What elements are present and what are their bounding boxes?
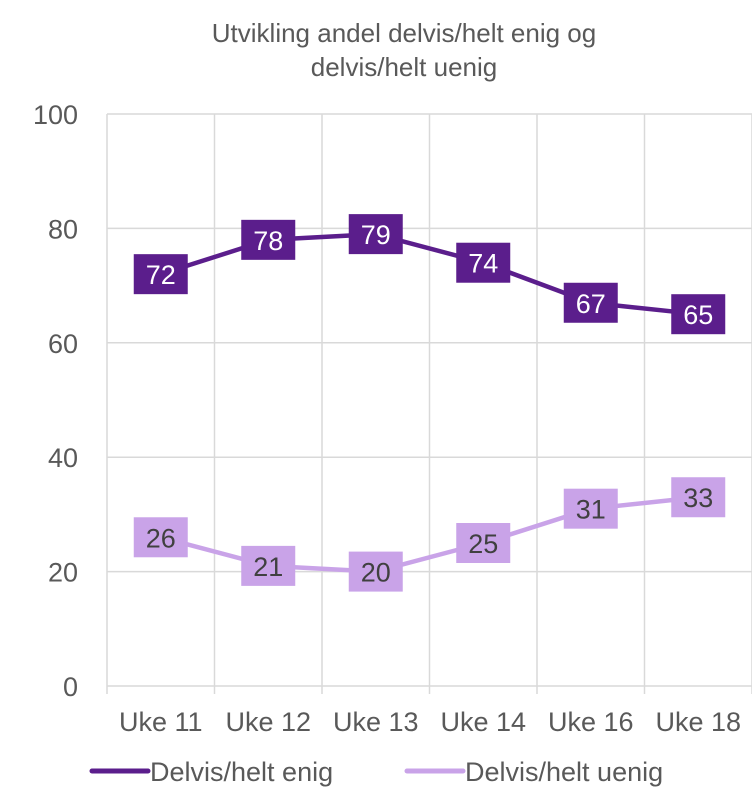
data-label: 33 — [683, 483, 713, 513]
data-label: 26 — [146, 523, 176, 553]
legend: Delvis/helt enig Delvis/helt uenig — [89, 757, 663, 787]
data-point — [348, 214, 403, 255]
data-point — [456, 523, 511, 563]
legend-item-1: Delvis/helt enig — [89, 757, 333, 787]
data-point — [241, 219, 296, 260]
gridlines — [106, 113, 752, 687]
y-tick-label: 100 — [33, 100, 78, 130]
x-tick-label: Uke 14 — [440, 707, 526, 737]
y-tick-label: 0 — [63, 672, 78, 702]
x-axis: Uke 11 Uke 12 Uke 13 Uke 14 Uke 16 Uke 18 — [106, 686, 752, 737]
data-label: 79 — [361, 220, 391, 250]
data-label: 78 — [253, 226, 283, 256]
data-label: 72 — [146, 260, 176, 290]
chart-title-line-2: delvis/helt uenig — [311, 52, 497, 82]
y-tick-label: 40 — [48, 443, 78, 473]
chart-title-line-1: Utvikling andel delvis/helt enig og — [212, 18, 596, 48]
data-point — [133, 254, 188, 295]
y-tick-label: 60 — [48, 329, 78, 359]
series-1: 72 78 79 74 67 65 — [133, 214, 726, 335]
data-label: 25 — [468, 529, 498, 559]
data-point — [671, 477, 726, 518]
y-tick-label: 80 — [48, 214, 78, 244]
chart-title: Utvikling andel delvis/helt enig og delv… — [212, 18, 596, 82]
x-tick-label: Uke 12 — [225, 707, 311, 737]
data-point — [671, 294, 726, 335]
data-point — [563, 282, 618, 323]
legend-item-2: Delvis/helt uenig — [404, 757, 663, 787]
data-label: 67 — [576, 289, 606, 319]
data-label: 74 — [468, 249, 498, 279]
legend-label: Delvis/helt enig — [150, 757, 333, 787]
data-label: 20 — [361, 558, 391, 588]
legend-label: Delvis/helt uenig — [465, 757, 663, 787]
data-point — [241, 545, 296, 586]
data-point — [133, 517, 188, 558]
data-label: 21 — [253, 552, 283, 582]
y-axis: 0 20 40 60 80 100 — [33, 100, 78, 702]
x-tick-label: Uke 16 — [548, 707, 634, 737]
x-tick-label: Uke 18 — [655, 707, 741, 737]
series-group: 72 78 79 74 67 65 26 21 20 25 31 33 — [133, 214, 726, 592]
x-tick-label: Uke 11 — [119, 707, 203, 737]
data-label: 65 — [683, 300, 713, 330]
data-point — [563, 488, 618, 529]
y-tick-label: 20 — [48, 558, 78, 588]
data-point — [348, 551, 403, 592]
x-tick-label: Uke 13 — [333, 707, 419, 737]
series-2: 26 21 20 25 31 33 — [133, 477, 726, 592]
data-point — [456, 242, 511, 283]
data-label: 31 — [576, 495, 606, 525]
